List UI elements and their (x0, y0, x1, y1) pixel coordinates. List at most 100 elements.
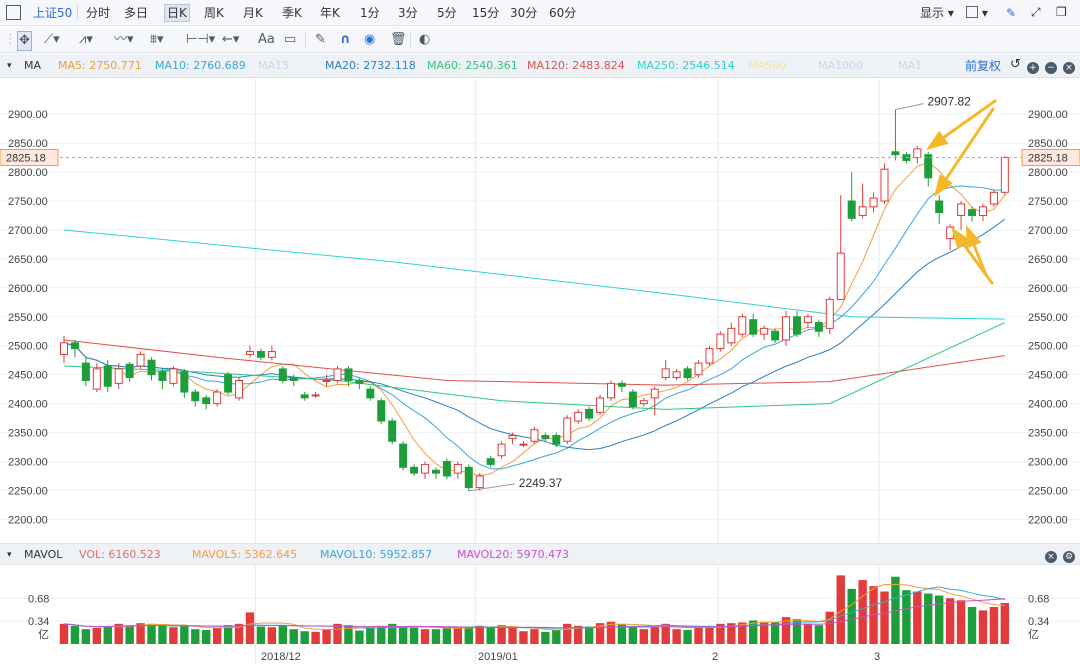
volume-bar-27 (355, 630, 364, 644)
current-price-tag-left (0, 148, 59, 166)
vol_bar-items-2: MAVOL10: 5952.857 (320, 548, 433, 561)
price-tick-right-10: 2400.00 (1028, 399, 1068, 411)
adjust-mode[interactable]: 前复权 (965, 59, 1002, 73)
period-tab-11[interactable]: 15分 (472, 6, 500, 20)
measure-tool-icon[interactable]: ⊢⊣▾ (186, 32, 216, 47)
volume-bar-34 (431, 629, 441, 644)
display-menu[interactable]: 显示 ▾ (920, 6, 954, 20)
ma_bar-items-1: MA10: 2760.689 (155, 59, 246, 72)
volume-bar-19 (267, 627, 277, 644)
stock-name[interactable]: 上证50 (33, 6, 73, 20)
volume-bar-15 (223, 625, 233, 644)
add-icon[interactable]: + (1027, 58, 1039, 74)
candle-body-26 (344, 368, 353, 381)
candle-body-23 (311, 394, 320, 397)
candle-body-45 (552, 434, 561, 445)
period-tab-7[interactable]: 年K (320, 6, 340, 20)
candlestick-chart[interactable]: 2900.00 2900.00 2850.00 2850.00 2800.00 2800.… (0, 79, 1080, 543)
period-tab-2[interactable]: 多日 (124, 6, 149, 20)
pencil-icon[interactable]: ✎ (315, 32, 326, 47)
period-toolbar: 上证50 分时 多日 日K 周K 月K 季K 年K 1分 3分 5分 15分 30分 60分 显示 ▾ … (0, 0, 1080, 26)
period-tab-12[interactable]: 30分 (510, 6, 538, 20)
period-tab-6[interactable]: 季K (282, 6, 302, 20)
sidebar-toggle-icon[interactable] (6, 5, 21, 20)
period-tab-10[interactable]: 5分 (437, 6, 457, 20)
period-tab-13[interactable]: 60分 (549, 6, 577, 20)
arrow-tool-icon[interactable]: ←▾ (222, 32, 240, 47)
ma_bar-items-0: MA5: 2750.771 (58, 59, 142, 72)
price-tick-right-11: 2350.00 (1028, 428, 1068, 440)
eye-icon[interactable]: ◉ (364, 32, 376, 47)
price-tick-left-2: 2800.00 (8, 167, 48, 179)
fullscreen-icon[interactable]: ⤢ (1031, 5, 1041, 19)
volume-legend-bar: ▾ MAVOL VOL: 6160.523 MAVOL5: 5362.645 MAV… (0, 543, 1080, 565)
fibonacci-tool-icon[interactable]: ⩩▾ (150, 32, 164, 47)
magnet-icon[interactable]: ∩ (340, 32, 351, 47)
candle-body-30 (388, 420, 397, 442)
volume-bar-78 (913, 591, 922, 644)
text-tool[interactable]: Aa (258, 32, 275, 47)
collapse-icon[interactable]: ▾ (7, 61, 12, 71)
volume-bar-37 (464, 626, 473, 644)
volume-bar-36 (453, 627, 463, 644)
price-tick-left-8: 2500.00 (8, 341, 48, 353)
candle-body-39 (486, 458, 495, 465)
settings-icon[interactable]: ⚙ (1063, 551, 1075, 563)
channel-tool-icon[interactable]: ⩘▾ (79, 32, 93, 47)
volume-bar-83 (967, 607, 977, 644)
close-icon[interactable]: × (1063, 58, 1075, 74)
candle-body-18 (256, 351, 265, 358)
move-cursor-icon[interactable]: ✥ (17, 31, 32, 51)
candle-body-2 (81, 362, 90, 381)
remove-icon[interactable]: − (1045, 58, 1057, 74)
price-tick-right-7: 2550.00 (1028, 312, 1068, 324)
window-icon[interactable]: ❐ (1056, 5, 1067, 19)
candle-body-16 (235, 379, 244, 399)
current-price-label-right: 2825.18 (1028, 152, 1068, 164)
annotation-arrow-3-shaft (962, 243, 994, 285)
candle-body-60 (716, 333, 725, 350)
volume-bar-23 (311, 631, 320, 644)
annotation-arrow-4-shaft (972, 243, 988, 277)
period-tab-4[interactable]: 周K (204, 6, 224, 20)
layout-menu[interactable]: ▾ (966, 5, 988, 21)
candle-body-73 (858, 206, 867, 216)
period-tab-9[interactable]: 3分 (398, 6, 418, 20)
reset-icon[interactable]: ↺ (1010, 57, 1021, 72)
note-tool-icon[interactable]: ▭ (284, 32, 297, 47)
candle-body-46 (563, 417, 572, 442)
volume-bar-41 (508, 627, 517, 644)
ma_bar-items-3: MA20: 2732.118 (325, 59, 416, 72)
period-tab-3[interactable]: 日K (164, 4, 190, 22)
candle-body-68 (803, 316, 812, 324)
brush-icon[interactable]: ✎ (1006, 6, 1017, 20)
period-tab-5[interactable]: 月K (243, 6, 263, 20)
price-tick-left-0: 2900.00 (8, 109, 48, 121)
volume-bar-29 (377, 625, 386, 644)
period-tab-1[interactable]: 分时 (86, 6, 111, 20)
trash-icon[interactable]: 🗑 (390, 32, 407, 47)
line-tool-icon[interactable]: ⟋▾ (44, 32, 60, 47)
candle-body-21 (289, 377, 298, 381)
period-tab-8[interactable]: 1分 (360, 6, 380, 20)
collapse-icon[interactable]: ▾ (7, 550, 12, 560)
volume-bar-62 (738, 622, 747, 644)
close-icon[interactable]: × (1045, 547, 1057, 563)
candle-body-52 (628, 391, 637, 408)
candle-body-15 (224, 374, 233, 393)
price-tick-right-4: 2700.00 (1028, 225, 1068, 237)
min-price-label: 2249.37 (519, 476, 563, 490)
toggle-visibility-icon[interactable]: ◐ (419, 32, 431, 47)
volume-bar-0 (59, 623, 69, 644)
volume-bar-7 (136, 623, 145, 644)
volume-bar-32 (409, 627, 419, 644)
candle-body-7 (136, 353, 145, 367)
wave-tool-icon[interactable]: 〰▾ (114, 32, 134, 47)
max-price-label: 2907.82 (927, 95, 971, 109)
volume-bar-81 (945, 598, 955, 644)
candle-body-66 (782, 316, 791, 341)
volume-ma-line-mavol20 (63, 598, 1005, 629)
volume-bar-51 (617, 623, 627, 644)
volume-unit-left: 亿 (38, 628, 49, 641)
